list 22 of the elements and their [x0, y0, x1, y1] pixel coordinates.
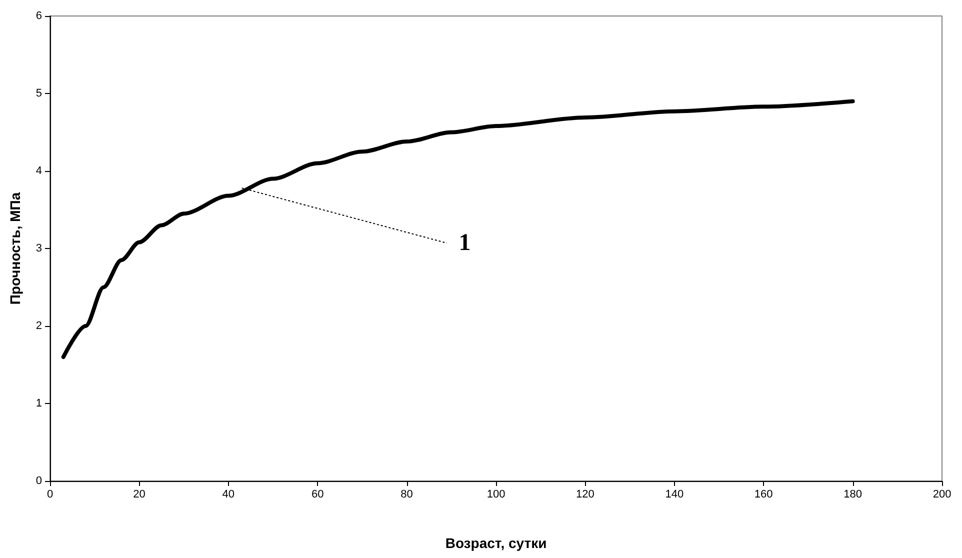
y-tick-label: 1	[36, 398, 42, 410]
x-tick-label: 20	[133, 488, 146, 500]
x-tick-label: 180	[844, 488, 862, 500]
x-tick-label: 40	[222, 488, 235, 500]
x-tick-label: 0	[46, 488, 54, 500]
x-tick-label: 120	[576, 488, 594, 500]
y-tick-label: 0	[36, 475, 42, 487]
annotation: 1	[458, 230, 471, 256]
x-tick-label: 80	[400, 488, 413, 500]
y-tick-label: 6	[36, 10, 42, 22]
y-tick-label: 2	[36, 320, 42, 332]
x-tick-label: 60	[311, 488, 324, 500]
x-axis-title: Возраст, сутки	[445, 535, 547, 551]
x-tick-label: 140	[665, 488, 684, 500]
y-axis-title: Прочность, МПа	[7, 192, 23, 305]
x-tick-label: 200	[932, 488, 952, 500]
y-tick-label: 4	[36, 165, 42, 177]
x-tick-label: 160	[754, 488, 773, 500]
y-tick-label: 5	[36, 88, 42, 100]
line-series	[61, 99, 855, 359]
x-tick-label: 100	[486, 488, 506, 500]
y-tick-label: 3	[36, 242, 42, 254]
